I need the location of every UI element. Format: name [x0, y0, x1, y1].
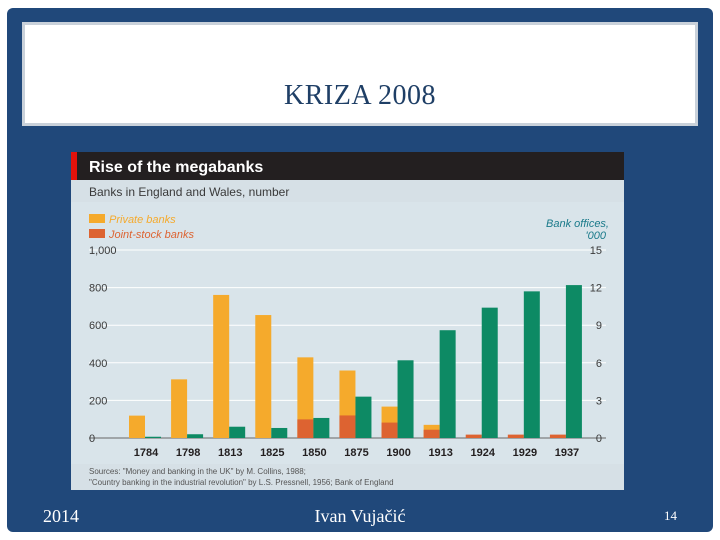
bar-joint-stock-banks	[423, 429, 440, 438]
footer-year: 2014	[43, 506, 79, 526]
right-axis-label-unit: '000	[586, 230, 607, 242]
bar-bank-offices	[481, 307, 498, 438]
chart-subtitle: Banks in England and Wales, number	[89, 185, 289, 199]
bar-bank-offices	[229, 426, 246, 438]
bar-private-banks	[171, 379, 188, 438]
bar-bank-offices	[523, 291, 540, 438]
bar-bank-offices	[313, 417, 330, 438]
bar-joint-stock-banks	[465, 434, 482, 438]
bar-bank-offices	[271, 427, 288, 438]
bar-private-banks	[213, 294, 230, 438]
bar-chart: Rise of the megabanks Banks in England a…	[71, 152, 624, 490]
bar-joint-stock-banks	[339, 415, 356, 438]
legend-label: Joint-stock banks	[108, 229, 194, 241]
bar-bank-offices	[439, 330, 456, 438]
bar-bank-offices	[187, 434, 204, 438]
right-tick-label: 6	[596, 358, 602, 370]
category-label: 1825	[260, 447, 284, 459]
category-label: 1913	[428, 447, 452, 459]
source-line-2: "Country banking in the industrial revol…	[89, 478, 394, 487]
right-tick-label: 3	[596, 395, 602, 407]
category-label: 1929	[513, 447, 537, 459]
chart-panel: Rise of the megabanks Banks in England a…	[71, 152, 624, 490]
slide-title: KRIZA 2008	[284, 80, 436, 111]
legend-label: Private banks	[109, 214, 176, 226]
left-tick-label: 1,000	[89, 245, 117, 257]
right-tick-label: 0	[596, 433, 602, 445]
source-band	[71, 464, 624, 490]
category-label: 1924	[471, 447, 496, 459]
source-line-1: Sources: "Money and banking in the UK" b…	[89, 467, 306, 476]
chart-subtitle-band	[71, 180, 624, 202]
left-tick-label: 0	[89, 433, 95, 445]
chart-title-band	[71, 152, 624, 180]
left-tick-label: 600	[89, 320, 107, 332]
bar-joint-stock-banks	[549, 434, 566, 438]
right-tick-label: 9	[596, 320, 602, 332]
right-axis-label: Bank offices,	[546, 218, 609, 230]
bar-bank-offices	[397, 360, 414, 438]
title-box: KRIZA 2008	[22, 22, 698, 126]
chart-title: Rise of the megabanks	[89, 159, 263, 176]
page-number: 14	[664, 508, 677, 523]
bar-joint-stock-banks	[381, 422, 398, 438]
category-label: 1798	[176, 447, 200, 459]
category-label: 1937	[555, 447, 579, 459]
right-tick-label: 15	[590, 245, 602, 257]
legend-swatch	[89, 214, 105, 223]
bar-private-banks	[297, 357, 314, 438]
chart-accent-bar	[71, 152, 77, 180]
category-label: 1784	[134, 447, 159, 459]
left-tick-label: 800	[89, 283, 107, 295]
bar-bank-offices	[145, 436, 161, 438]
left-tick-label: 400	[89, 358, 107, 370]
bar-private-banks	[255, 315, 272, 438]
bar-private-banks	[129, 415, 145, 438]
category-label: 1900	[386, 447, 410, 459]
legend-swatch	[89, 229, 105, 238]
category-label: 1875	[344, 447, 368, 459]
bar-joint-stock-banks	[507, 434, 524, 438]
bar-bank-offices	[355, 396, 372, 438]
bar-joint-stock-banks	[297, 419, 314, 438]
category-label: 1850	[302, 447, 326, 459]
bar-bank-offices	[565, 285, 582, 438]
right-tick-label: 12	[590, 283, 602, 295]
left-tick-label: 200	[89, 395, 107, 407]
category-label: 1813	[218, 447, 242, 459]
footer-author: Ivan Vujačić	[314, 506, 406, 526]
